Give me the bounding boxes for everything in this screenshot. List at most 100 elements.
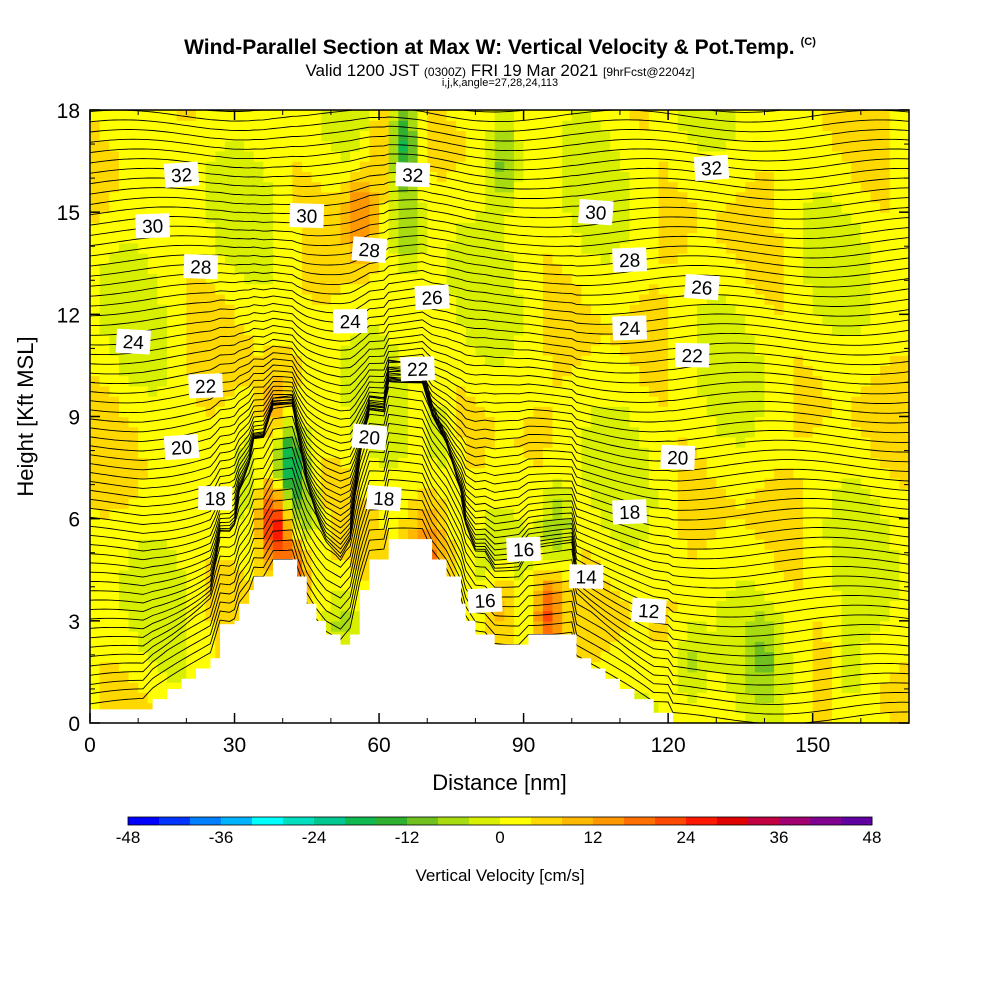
velocity-cell <box>99 569 110 581</box>
velocity-cell <box>301 283 313 295</box>
velocity-cell <box>803 569 814 581</box>
velocity-cell <box>195 620 207 632</box>
velocity-cell <box>687 396 698 407</box>
velocity-cell <box>205 620 216 632</box>
velocity-cell <box>571 232 582 244</box>
velocity-cell <box>716 426 727 438</box>
velocity-cell <box>600 457 611 469</box>
velocity-cell <box>774 559 785 571</box>
velocity-cell <box>803 600 814 612</box>
velocity-cell <box>619 355 631 367</box>
velocity-cell <box>542 508 554 520</box>
velocity-cell <box>552 181 563 193</box>
velocity-cell <box>899 355 909 367</box>
velocity-cell <box>513 324 525 336</box>
velocity-cell <box>880 651 891 663</box>
velocity-cell <box>273 488 284 499</box>
velocity-cell <box>774 171 785 183</box>
velocity-cell <box>167 314 178 326</box>
velocity-cell <box>803 253 814 264</box>
velocity-cell <box>157 171 168 183</box>
velocity-cell <box>379 232 390 244</box>
velocity-cell <box>831 334 843 346</box>
velocity-cell <box>783 416 794 428</box>
velocity-cell <box>648 498 660 510</box>
velocity-cell <box>99 191 110 203</box>
velocity-cell <box>427 416 438 428</box>
velocity-cell <box>562 293 573 305</box>
velocity-cell <box>118 641 130 653</box>
velocity-cell <box>369 406 380 418</box>
velocity-cell <box>234 263 245 275</box>
velocity-cell <box>812 181 823 193</box>
velocity-cell <box>523 396 534 407</box>
velocity-cell <box>658 528 669 540</box>
velocity-cell <box>774 712 785 723</box>
velocity-cell <box>889 314 900 326</box>
velocity-cell <box>504 314 515 326</box>
velocity-cell <box>542 498 554 510</box>
velocity-cell <box>562 426 573 438</box>
velocity-cell <box>600 508 611 520</box>
velocity-cell <box>321 498 332 510</box>
velocity-cell <box>851 375 862 387</box>
velocity-cell <box>677 304 688 315</box>
velocity-cell <box>610 171 621 183</box>
velocity-cell <box>99 253 110 264</box>
velocity-cell <box>619 426 631 438</box>
velocity-cell <box>745 569 756 581</box>
velocity-cell <box>167 150 178 162</box>
velocity-cell <box>687 579 698 591</box>
velocity-cell <box>195 304 207 315</box>
velocity-cell <box>793 682 804 693</box>
velocity-cell <box>831 426 843 438</box>
velocity-cell <box>118 692 130 704</box>
velocity-cell <box>118 406 130 418</box>
forecast-info: [9hrFcst@2204z] <box>602 65 695 79</box>
velocity-cell <box>485 191 496 203</box>
velocity-cell <box>494 620 505 632</box>
velocity-cell <box>176 406 187 418</box>
velocity-cell <box>648 375 660 387</box>
velocity-cell <box>138 181 149 193</box>
velocity-cell <box>706 457 717 469</box>
velocity-cell <box>195 590 207 601</box>
velocity-cell <box>610 447 621 458</box>
velocity-cell <box>244 242 255 254</box>
velocity-cell <box>321 263 332 275</box>
velocity-cell <box>147 631 159 642</box>
velocity-cell <box>90 436 101 448</box>
velocity-cell <box>253 253 265 264</box>
velocity-cell <box>205 130 216 142</box>
velocity-cell <box>167 467 178 479</box>
velocity-cell <box>600 181 611 193</box>
velocity-cell <box>301 253 313 264</box>
velocity-cell <box>571 222 582 234</box>
velocity-cell <box>831 712 843 723</box>
velocity-cell <box>581 406 592 418</box>
velocity-cell <box>533 242 544 254</box>
velocity-cell <box>176 293 187 305</box>
velocity-cell <box>889 528 900 540</box>
velocity-cell <box>899 539 909 550</box>
velocity-cell <box>359 467 371 479</box>
velocity-cell <box>427 467 438 479</box>
velocity-cell <box>899 671 909 683</box>
velocity-cell <box>215 334 226 346</box>
velocity-cell <box>793 324 804 336</box>
velocity-cell <box>253 457 265 469</box>
velocity-cell <box>764 488 775 499</box>
velocity-cell <box>523 467 534 479</box>
velocity-cell <box>860 488 872 499</box>
velocity-cell <box>109 692 120 704</box>
velocity-cell <box>754 314 766 326</box>
velocity-cell <box>687 171 698 183</box>
velocity-cell <box>128 242 139 254</box>
velocity-cell <box>860 631 872 642</box>
velocity-cell <box>109 396 120 407</box>
velocity-cell <box>504 396 515 407</box>
velocity-cell <box>109 477 120 489</box>
velocity-cell <box>754 712 766 723</box>
velocity-cell <box>321 120 332 132</box>
velocity-cell <box>90 130 101 142</box>
